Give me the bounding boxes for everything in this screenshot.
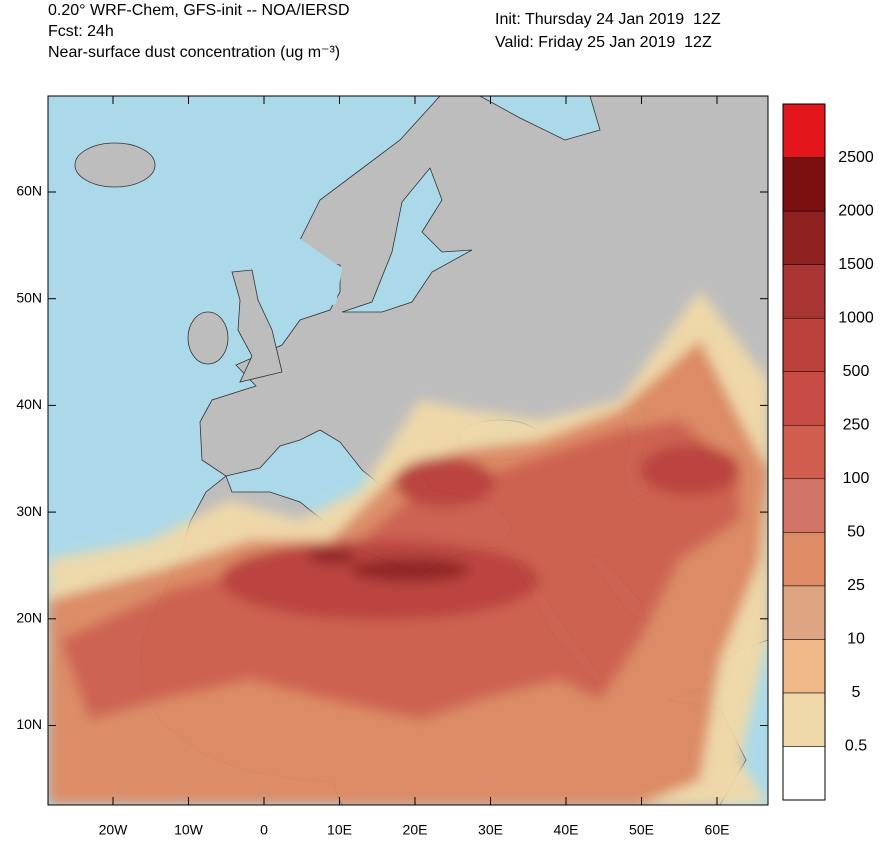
colorbar-segment: [782, 264, 826, 319]
colorbar-label: 50: [847, 524, 865, 541]
lon-tick-label: 20E: [403, 822, 428, 838]
colorbar-label: 25: [847, 577, 865, 594]
colorbar-label: 2500: [838, 149, 874, 166]
colorbar-segment: [782, 478, 826, 533]
lon-tick-label: 40E: [554, 822, 579, 838]
lon-tick-label: 10E: [327, 822, 352, 838]
forecast: Fcst: 24h: [48, 23, 114, 40]
lon-tick-label: 30E: [478, 822, 503, 838]
colorbar-segment: [782, 692, 826, 747]
colorbar-label: 2000: [838, 202, 874, 219]
colorbar-segment: [782, 103, 826, 158]
north-sea: [278, 236, 342, 316]
lat-tick-label: 40N: [16, 396, 42, 412]
colorbar-segment: [782, 639, 826, 694]
colorbar-label: 500: [843, 363, 870, 380]
baltic-sea: [341, 167, 473, 313]
colorbar-label: 1500: [838, 256, 874, 273]
colorbar-segment: [782, 210, 826, 265]
ireland: [187, 311, 229, 365]
lat-tick-label: 20N: [16, 610, 42, 626]
colorbar-segment: [782, 371, 826, 426]
colorbar-segment: [782, 157, 826, 212]
lat-tick-label: 50N: [16, 289, 42, 305]
lon-tick-label: 0: [260, 822, 268, 838]
colorbar-label: 100: [843, 470, 870, 487]
lon-tick-label: 60E: [705, 822, 730, 838]
lat-tick-label: 60N: [16, 183, 42, 199]
lat-tick-label: 10N: [16, 716, 42, 732]
colorbar-segment: [782, 424, 826, 480]
lon-tick-label: 20W: [99, 822, 129, 838]
title: 0.20° WRF-Chem, GFS-init -- NOA/IERSD: [48, 2, 350, 19]
init-time: Init: Thursday 24 Jan 2019 12Z: [495, 11, 721, 28]
great-britain: [231, 269, 283, 383]
variable: Near-surface dust concentration (ug m⁻³): [48, 44, 340, 61]
colorbar-label: 250: [843, 416, 870, 433]
colorbar-segment: [782, 746, 826, 801]
lon-tick-label: 10W: [174, 822, 204, 838]
lat-tick-label: 30N: [16, 503, 42, 519]
colorbar-frame: [782, 103, 826, 801]
lon-tick-label: 50E: [629, 822, 654, 838]
dust-field: [48, 290, 768, 805]
colorbar-segment: [782, 532, 826, 587]
valid-time: Valid: Friday 25 Jan 2019 12Z: [495, 34, 712, 51]
colorbar-label: 1000: [838, 309, 874, 326]
map: [48, 96, 768, 805]
colorbar-label: 5: [852, 684, 861, 701]
map-frame: [47, 95, 769, 806]
colorbar-label: 0.5: [845, 738, 867, 755]
colorbar-segment: [782, 317, 826, 372]
colorbar-segment: [782, 585, 826, 640]
colorbar-label: 10: [847, 631, 865, 648]
iceland: [74, 142, 156, 188]
